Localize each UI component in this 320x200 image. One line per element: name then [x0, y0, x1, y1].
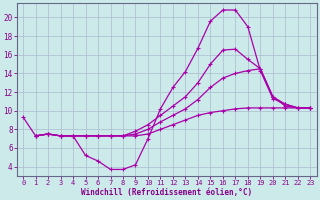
X-axis label: Windchill (Refroidissement éolien,°C): Windchill (Refroidissement éolien,°C)	[81, 188, 252, 197]
